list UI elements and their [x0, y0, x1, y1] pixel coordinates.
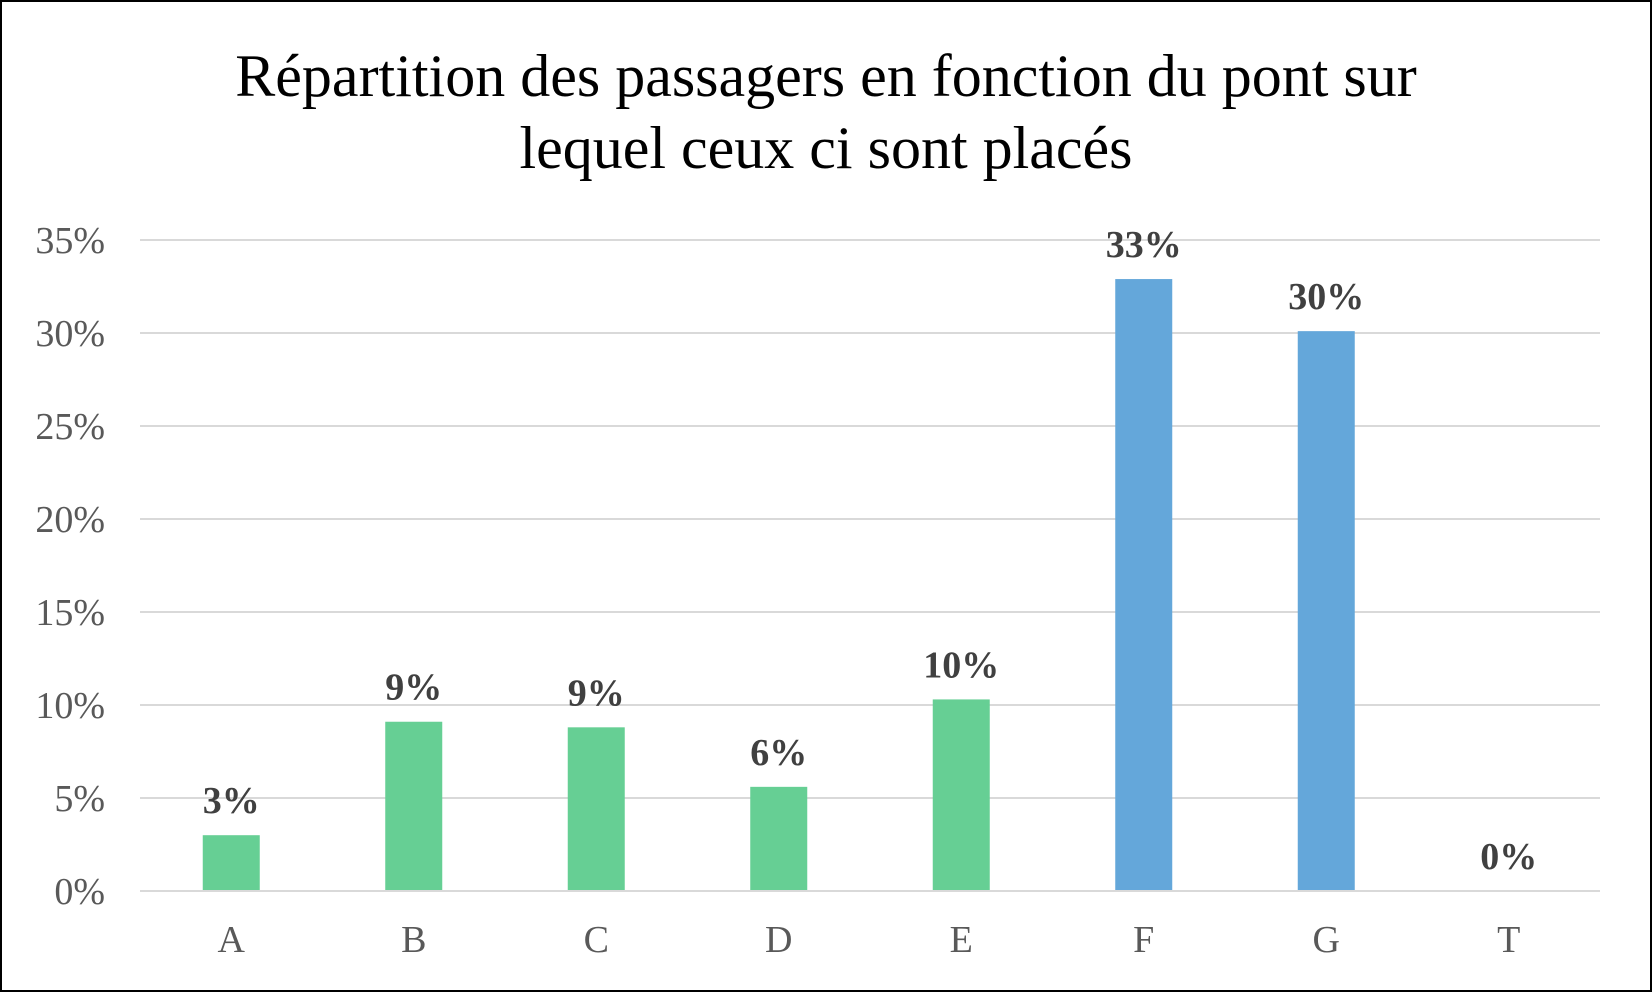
gridlines — [140, 239, 1600, 799]
x-tick-label-g: G — [1313, 919, 1340, 961]
y-tick-label: 30% — [35, 313, 105, 355]
data-label-c: 9% — [568, 672, 625, 714]
chart-title-line-2: lequel ceux ci sont placés — [519, 115, 1132, 181]
data-labels: 3% 9% 9% 6% 10% 33% 30% 0% — [203, 224, 1538, 878]
chart-title: Répartition des passagers en fonction du… — [235, 43, 1416, 181]
x-tick-label-a: A — [218, 919, 246, 961]
data-label-d: 6% — [750, 732, 807, 774]
y-tick-label: 35% — [35, 220, 105, 262]
x-tick-label-c: C — [584, 919, 609, 961]
x-tick-label-f: F — [1133, 919, 1154, 961]
y-axis-ticks: 0% 5% 10% 15% 20% 25% 30% 35% — [35, 220, 105, 913]
bar-g — [1297, 331, 1355, 891]
y-tick-label: 15% — [35, 592, 105, 634]
y-tick-label: 10% — [35, 685, 105, 727]
data-label-t: 0% — [1480, 836, 1537, 878]
data-label-f: 33% — [1106, 224, 1182, 266]
data-label-b: 9% — [385, 667, 442, 709]
y-tick-label: 0% — [54, 871, 105, 913]
data-label-e: 10% — [923, 644, 999, 686]
y-tick-label: 20% — [35, 499, 105, 541]
bar-b — [385, 721, 443, 891]
x-tick-label-e: E — [950, 919, 973, 961]
data-label-g: 30% — [1288, 276, 1364, 318]
y-tick-label: 25% — [35, 406, 105, 448]
x-tick-label-d: D — [765, 919, 792, 961]
bar-e — [932, 699, 990, 891]
bar-a — [202, 835, 260, 891]
bar-c — [567, 727, 625, 891]
y-tick-label: 5% — [54, 778, 105, 820]
bar-d — [750, 786, 808, 891]
bars — [202, 279, 1355, 891]
bar-f — [1115, 279, 1173, 891]
data-label-a: 3% — [203, 780, 260, 822]
x-tick-label-b: B — [401, 919, 426, 961]
x-tick-label-t: T — [1497, 919, 1520, 961]
chart-title-line-1: Répartition des passagers en fonction du… — [235, 43, 1416, 109]
